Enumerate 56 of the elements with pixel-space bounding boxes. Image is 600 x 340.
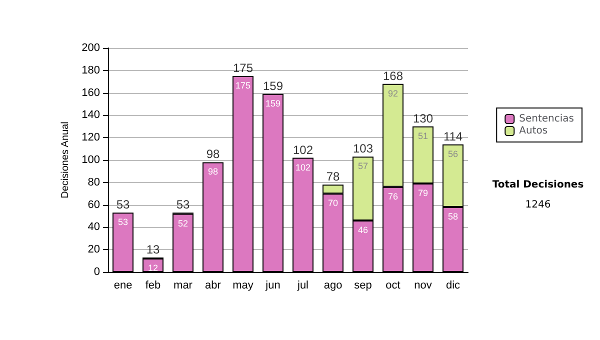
y-tick-label: 200 bbox=[82, 42, 100, 54]
data-label: 53 bbox=[118, 217, 128, 228]
total-label: 13 bbox=[146, 242, 160, 256]
y-tick-label: 160 bbox=[82, 86, 100, 99]
x-tick-label: feb bbox=[145, 280, 161, 292]
y-tick-label: 180 bbox=[82, 64, 100, 76]
data-label: 98 bbox=[208, 166, 218, 177]
x-tick-label: mar bbox=[174, 280, 193, 292]
y-tick-label: 80 bbox=[88, 176, 100, 188]
data-label: 58 bbox=[448, 212, 458, 222]
x-tick-label: nov bbox=[414, 280, 432, 292]
data-label: 52 bbox=[178, 218, 188, 228]
x-tick-label: may bbox=[232, 280, 254, 292]
data-label: 51 bbox=[418, 130, 428, 141]
y-axis-title: Decisiones Anual bbox=[60, 122, 72, 198]
text: 1246 bbox=[525, 200, 551, 210]
text: Total Decisiones bbox=[492, 180, 584, 190]
data-label: 12 bbox=[148, 263, 158, 274]
x-tick-label: dic bbox=[446, 280, 461, 292]
y-tick-label: 0 bbox=[94, 266, 100, 278]
data-label: 102 bbox=[295, 162, 311, 172]
data-label: 57 bbox=[358, 161, 368, 172]
data-label: 175 bbox=[235, 80, 251, 90]
x-tick-label: oct bbox=[386, 280, 400, 292]
total-label: 114 bbox=[443, 129, 463, 144]
total-label: 130 bbox=[412, 111, 434, 126]
total-label: 102 bbox=[292, 142, 314, 157]
y-tick-label: 20 bbox=[88, 244, 100, 256]
total-label: 168 bbox=[382, 68, 404, 83]
data-label: 56 bbox=[448, 148, 458, 159]
total-label: 103 bbox=[352, 142, 374, 156]
x-tick-label: ago bbox=[324, 280, 342, 292]
total-label: 98 bbox=[206, 147, 220, 162]
data-label: 79 bbox=[418, 188, 428, 198]
data-label: 92 bbox=[388, 88, 398, 98]
data-label: 46 bbox=[358, 224, 368, 235]
y-tick-label: 120 bbox=[82, 132, 100, 144]
total-label: 78 bbox=[326, 170, 340, 184]
legend-label: Autos bbox=[519, 126, 548, 136]
x-tick-label: jul bbox=[296, 280, 309, 292]
total-label: 175 bbox=[232, 61, 254, 75]
y-tick-label: 140 bbox=[82, 109, 100, 122]
x-tick-label: jun bbox=[264, 280, 280, 292]
data-label: 76 bbox=[388, 191, 398, 202]
total-label: 53 bbox=[116, 198, 130, 212]
x-tick-label: sep bbox=[354, 280, 372, 292]
total-label: 159 bbox=[262, 78, 284, 93]
y-tick-label: 100 bbox=[82, 154, 100, 166]
legend-label: Sentencias bbox=[519, 114, 574, 124]
x-tick-label: ene bbox=[114, 280, 132, 292]
x-tick-label: abr bbox=[205, 280, 222, 292]
total-label: 53 bbox=[176, 198, 190, 212]
y-tick-label: 40 bbox=[88, 221, 100, 234]
data-label: 159 bbox=[265, 98, 281, 108]
data-label: 70 bbox=[328, 198, 338, 208]
y-tick-label: 60 bbox=[88, 198, 100, 211]
